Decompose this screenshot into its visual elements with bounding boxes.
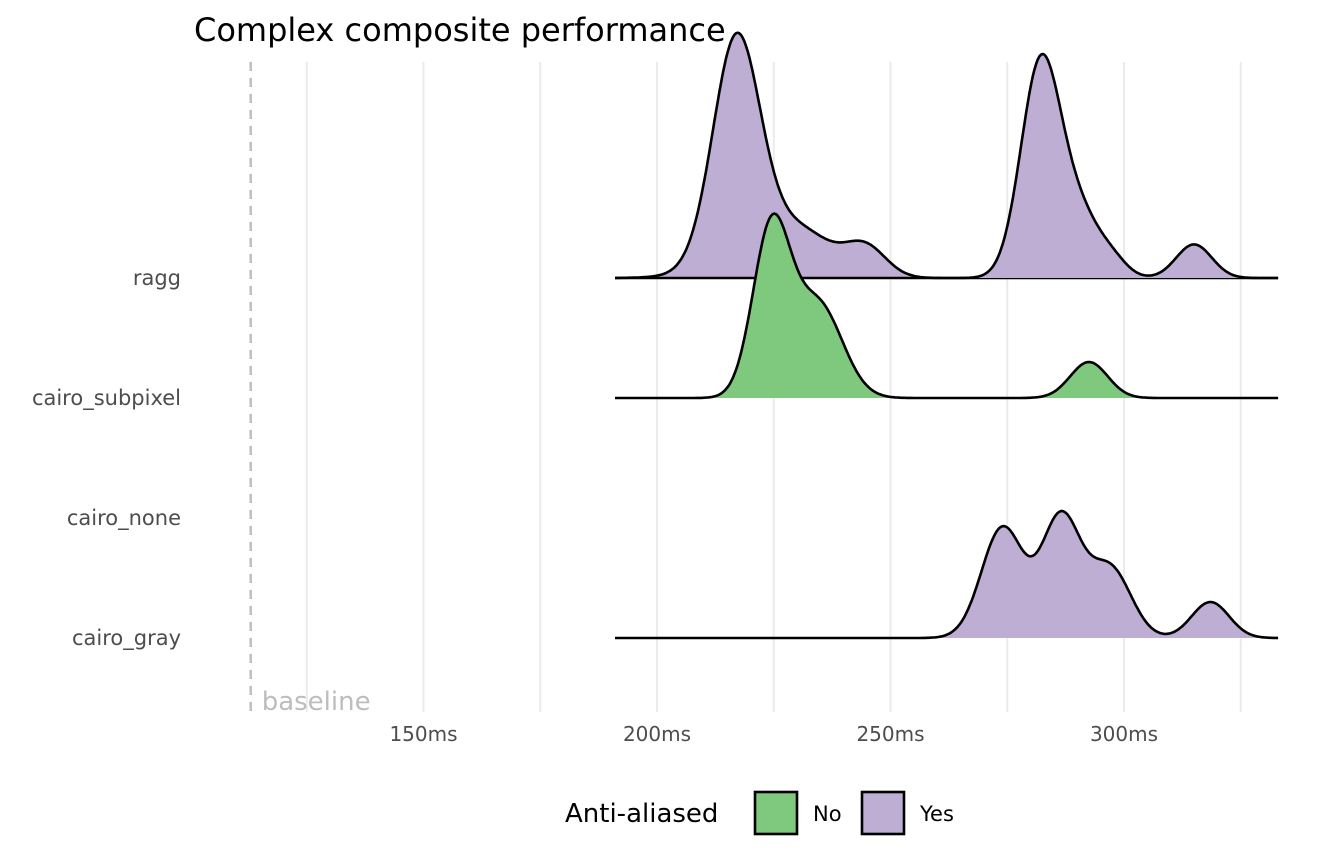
category-labels: ragg cairo_subpixel cairo_none cairo_gray xyxy=(32,266,181,651)
ridge-outline-cairo_gray xyxy=(615,509,1279,640)
legend-label-yes: Yes xyxy=(919,802,954,826)
legend-swatch-yes xyxy=(860,790,906,836)
ridge-outline-cairo_subpixel xyxy=(615,212,1279,400)
x-tick-labels: 150ms 200ms 250ms 300ms xyxy=(389,722,1158,746)
ridge-area-cairo_subpixel xyxy=(615,213,1279,398)
baseline-label: baseline xyxy=(262,687,371,717)
ridge-area-ragg xyxy=(615,32,1279,278)
legend-label-no: No xyxy=(813,802,842,826)
x-tick-label: 250ms xyxy=(856,722,924,746)
x-tick-label: 150ms xyxy=(389,722,457,746)
legend-title: Anti-aliased xyxy=(565,799,718,829)
x-tick-label: 200ms xyxy=(623,722,691,746)
category-label: cairo_none xyxy=(67,506,181,531)
category-label: cairo_gray xyxy=(72,626,181,651)
ridges xyxy=(615,31,1279,640)
legend: Anti-aliased No Yes xyxy=(565,790,954,836)
chart-title: Complex composite performance xyxy=(194,11,726,49)
x-tick-label: 300ms xyxy=(1090,722,1158,746)
category-label: ragg xyxy=(133,266,181,290)
ridge-area-cairo_gray xyxy=(615,511,1279,638)
category-label: cairo_subpixel xyxy=(32,386,181,411)
legend-swatch-no xyxy=(753,790,799,836)
ridge-outline-ragg xyxy=(615,52,1279,280)
